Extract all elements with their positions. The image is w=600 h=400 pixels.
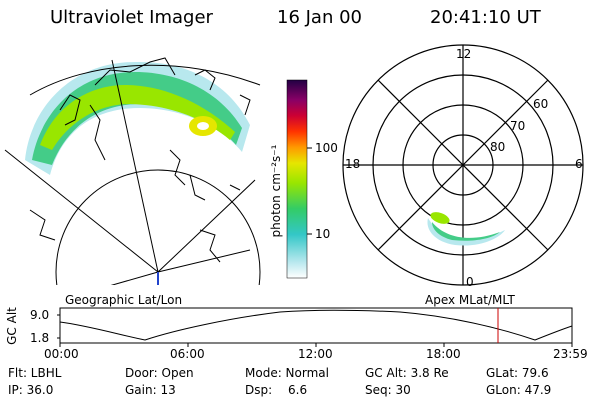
altitude-tick-1-8: 1.8 [30,331,50,345]
status-dsp-label: Dsp: [245,383,273,397]
colorbar-unit-label: photon cm⁻²s⁻¹ [269,144,283,238]
time-tick-1200: 12:00 [298,347,333,361]
time-tick-1800: 18:00 [426,347,461,361]
apex-panel-label: Apex MLat/MLT [425,293,515,307]
lat-lon-grid [4,59,261,285]
mlat-label-60: 60 [533,97,549,111]
altitude-trace [59,309,573,341]
colorbar-tick-label-10: 10 [315,227,331,241]
geographic-panel-label: Geographic Lat/Lon [65,293,183,307]
coastlines [29,57,251,263]
altitude-panel [57,307,573,347]
status-mode: Mode: Normal [245,366,329,380]
status-gc-alt: GC Alt: 3.8 Re [365,366,449,380]
mlat-label-80: 80 [490,140,506,154]
status-ip: IP: 36.0 [8,383,54,397]
status-dsp-value: 6.6 [288,383,308,397]
instrument-title: Ultraviolet Imager [50,7,213,28]
aurora-band-core [40,85,235,150]
status-glon: GLon: 47.9 [486,383,552,397]
mlt-label-6: 6 [575,157,583,171]
mlt-label-0: 0 [466,275,474,289]
altitude-ylabel: GC Alt [5,307,19,345]
colorbar-tick-label-100: 100 [315,141,338,155]
colorbar [286,79,308,279]
polar-plot [342,44,584,286]
altitude-tick-9: 9.0 [30,308,50,322]
date-label: 16 Jan 00 [277,7,362,28]
time-tick-0000: 00:00 [44,347,79,361]
time-label: 20:41:10 UT [430,7,541,28]
mlt-label-18: 18 [345,157,361,171]
geographic-map [4,57,261,285]
status-glat: GLat: 79.6 [486,366,549,380]
time-tick-0600: 06:00 [170,347,205,361]
status-gain: Gain: 13 [125,383,176,397]
mlt-label-12: 12 [456,47,472,61]
mlat-label-70: 70 [510,119,526,133]
status-seq: Seq: 30 [365,383,411,397]
polar-aurora [427,218,505,246]
status-filter: Flt: LBHL [8,366,62,380]
time-tick-2359: 23:59 [553,347,588,361]
status-door: Door: Open [125,366,194,380]
